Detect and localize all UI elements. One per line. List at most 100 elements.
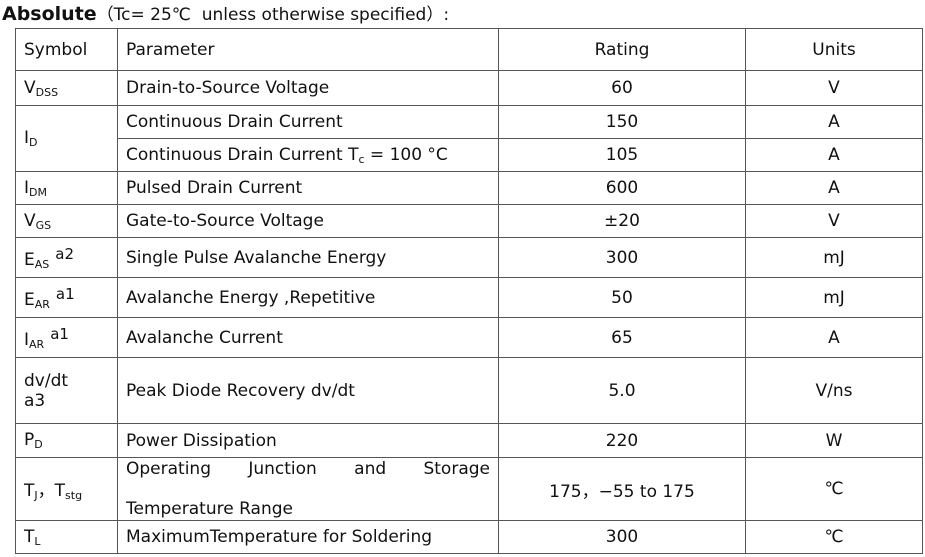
note: a1 <box>50 324 69 343</box>
parameter-cell: Avalanche Energy ,Repetitive <box>117 277 499 318</box>
parameter-cell: Drain-to-Source Voltage <box>117 70 499 106</box>
text: Single Pulse Avalanche Energy <box>126 247 387 268</box>
unit-cell: mJ <box>745 237 923 278</box>
text: Operating Junction and Storage <box>126 459 490 479</box>
subscript: DSS <box>35 85 59 99</box>
text: Continuous Drain Current <box>126 112 343 132</box>
text: Peak Diode Recovery dv/dt <box>126 380 355 401</box>
text: P <box>24 430 35 450</box>
text: Power Dissipation <box>126 430 277 451</box>
text: = 100 °C <box>364 144 448 165</box>
parameter-cell: Power Dissipation <box>117 423 499 458</box>
unit-cell: mJ <box>745 277 923 318</box>
parameter-cell: MaximumTemperature for Soldering <box>117 520 499 554</box>
rating-cell: 50 <box>498 277 746 318</box>
text: I <box>24 329 30 350</box>
row: EAS a2 Single Pulse Avalanche Energy 300 mJ <box>15 237 923 278</box>
symbol-cell: IDM <box>15 171 118 205</box>
unit-cell: A <box>745 138 923 172</box>
symbol-cell: PD <box>15 423 118 458</box>
rating-cell: 65 <box>498 317 746 358</box>
text: Pulsed Drain Current <box>126 178 303 198</box>
rating-cell: 300 <box>498 237 746 278</box>
title-rest: （Tc= 25℃ unless otherwise specified）: <box>96 5 450 25</box>
parameter-cell: Continuous Drain Current Tc = 100 °C <box>117 138 499 172</box>
header-cell: Symbol <box>15 28 118 71</box>
text: Gate-to-Source Voltage <box>126 211 324 231</box>
text: MaximumTemperature for Soldering <box>126 527 433 547</box>
parameter-cell: Avalanche Current <box>117 317 499 358</box>
subscript: AR <box>29 337 45 351</box>
text: Avalanche Current <box>126 327 283 348</box>
unit-cell: V <box>745 70 923 106</box>
text: Continuous Drain Current T <box>126 144 359 165</box>
title: Absolute（Tc= 25℃ unless otherwise specif… <box>2 0 449 25</box>
text: T <box>24 481 35 501</box>
subscript: stg <box>65 489 83 502</box>
subscript: AS <box>34 257 50 271</box>
row: IAR a1 Avalanche Current 65 A <box>15 317 923 358</box>
subscript: D <box>34 438 43 451</box>
rating-cell: 600 <box>498 171 746 205</box>
unit-cell: A <box>745 105 923 139</box>
subscript: L <box>34 534 41 548</box>
parameter-cell: Continuous Drain Current <box>117 105 499 139</box>
text: I <box>24 128 30 148</box>
unit-cell: ℃ <box>745 457 923 521</box>
row: IDM Pulsed Drain Current 600 A <box>15 171 923 205</box>
parameter-cell: Peak Diode Recovery dv/dt <box>117 357 499 424</box>
rating-cell: 60 <box>498 70 746 106</box>
text: Temperature Range <box>126 499 293 519</box>
unit-cell: V <box>745 204 923 238</box>
text: I <box>24 177 30 198</box>
parameter-cell: Single Pulse Avalanche Energy <box>117 237 499 278</box>
note: a2 <box>55 244 75 263</box>
rating-cell: 5.0 <box>498 357 746 424</box>
unit-cell: A <box>745 171 923 205</box>
header-row: Symbol Parameter Rating Units <box>15 28 923 71</box>
unit-cell: W <box>745 423 923 458</box>
subscript: D <box>29 136 38 149</box>
ratings-table: Symbol Parameter Rating Units VDSS Drain-to-S… <box>15 28 923 554</box>
text: E <box>24 249 35 270</box>
rating-cell: 300 <box>498 520 746 554</box>
text: T <box>24 526 35 547</box>
symbol-cell: ID <box>15 105 118 172</box>
symbol-cell: TJ，Tstg <box>15 457 118 521</box>
text: E <box>24 289 35 310</box>
header-cell: Units <box>745 28 923 71</box>
subscript: GS <box>35 218 52 232</box>
row: PD Power Dissipation 220 W <box>15 423 923 458</box>
rating-cell: 220 <box>498 423 746 458</box>
row: EAR a1 Avalanche Energy ,Repetitive 50 mJ <box>15 277 923 318</box>
symbol-cell: EAR a1 <box>15 277 118 318</box>
text: Drain-to-Source Voltage <box>126 78 330 98</box>
row: VGS Gate-to-Source Voltage ±20 V <box>15 204 923 238</box>
text: a3 <box>24 390 46 411</box>
text: V <box>24 210 36 231</box>
text: Avalanche Energy ,Repetitive <box>126 287 376 308</box>
rating-cell: ±20 <box>498 204 746 238</box>
subscript: DM <box>29 185 47 199</box>
subscript: c <box>358 152 365 166</box>
note: a1 <box>55 284 75 303</box>
parameter-cell: Pulsed Drain Current <box>117 171 499 205</box>
unit-cell: V/ns <box>745 357 923 424</box>
row: Continuous Drain Current Tc = 100 °C 105 A <box>16 138 923 172</box>
row: TL MaximumTemperature for Soldering 300 ℃ <box>15 520 923 554</box>
subscript: AR <box>34 297 50 311</box>
parameter-cell: Operating Junction and Storage Temperatur… <box>117 457 499 521</box>
row: TJ，Tstg Operating Junction and Storage Tem… <box>15 457 923 521</box>
text: V <box>24 77 36 98</box>
unit-cell: A <box>745 317 923 358</box>
text: ，T <box>37 481 66 501</box>
unit-cell: ℃ <box>745 520 923 554</box>
rating-cell: 175，−55 to 175 <box>498 457 746 521</box>
text: dv/dt <box>24 370 69 391</box>
header-cell: Rating <box>498 28 746 71</box>
header-cell: Parameter <box>117 28 499 71</box>
row: dv/dt a3 Peak Diode Recovery dv/dt 5.0 V/ns <box>15 357 923 424</box>
symbol-cell: VDSS <box>15 70 118 106</box>
parameter-cell: Gate-to-Source Voltage <box>117 204 499 238</box>
